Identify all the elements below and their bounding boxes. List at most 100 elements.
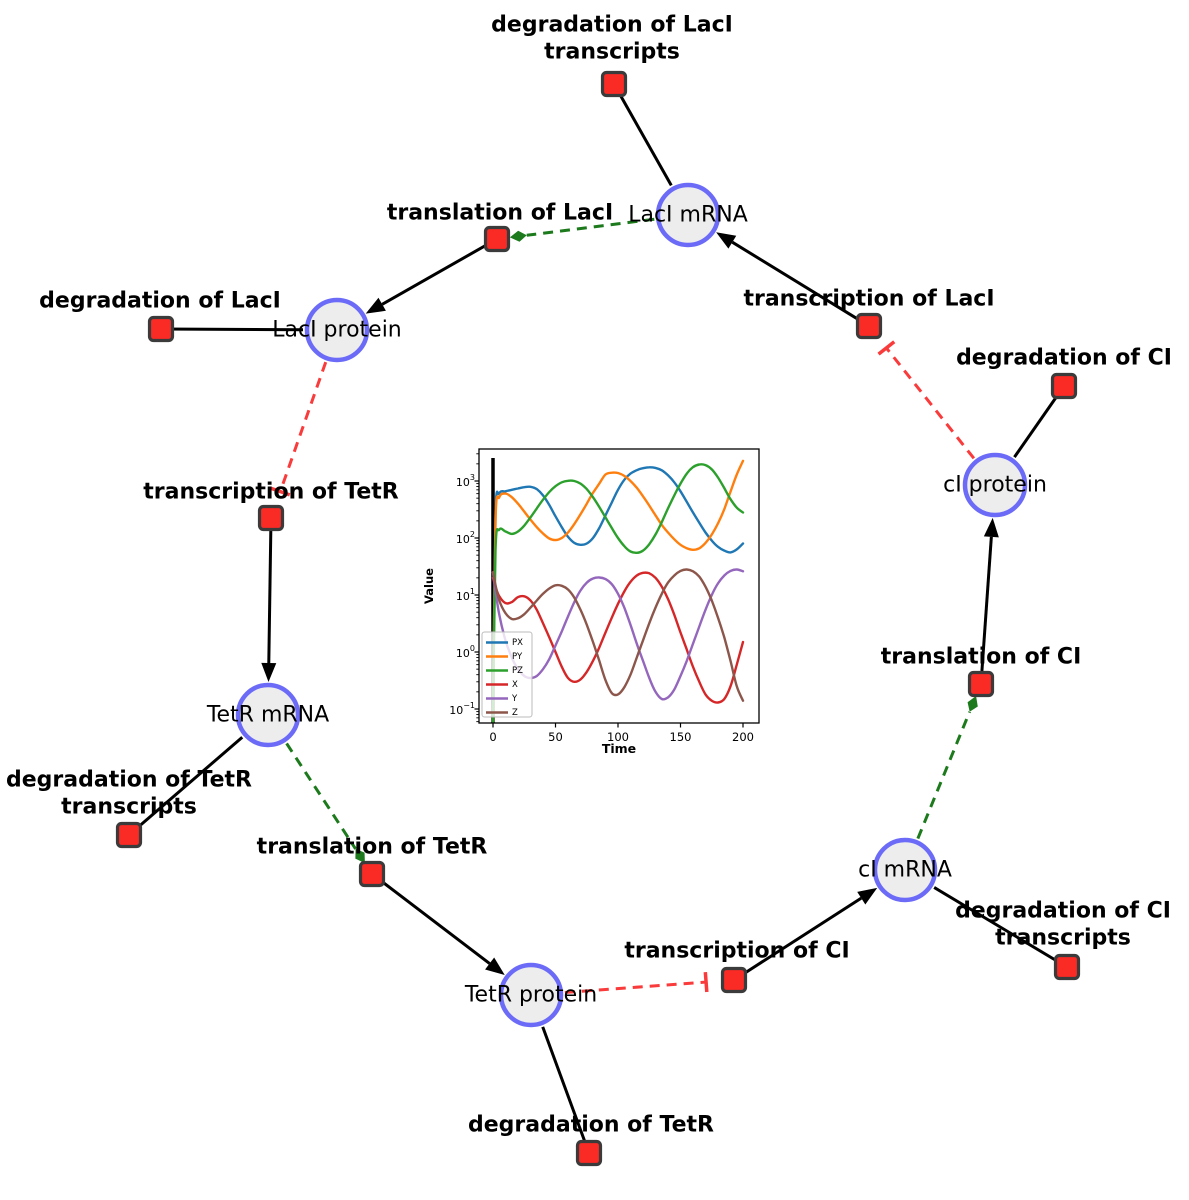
species-label-ci-mrna: cI mRNA xyxy=(858,858,952,883)
reaction-node-deg-tetr-transcripts xyxy=(115,821,143,849)
legend-entry-PY: PY xyxy=(486,652,523,662)
series-PY xyxy=(491,459,745,723)
species-node-ci-mrna xyxy=(872,837,938,903)
arrowhead xyxy=(857,887,878,905)
x-tick-label: 0 xyxy=(489,730,496,744)
reaction-node-transcription-ci xyxy=(720,966,748,994)
species-node-tetr-protein xyxy=(498,962,564,1028)
reactant-edge xyxy=(128,736,244,837)
species-label-ci-protein: cI protein xyxy=(943,473,1047,498)
edge-ci-mrna-translation-ci xyxy=(916,696,978,840)
arrowhead xyxy=(365,297,386,314)
edge-translation-ci-ci-protein xyxy=(980,517,999,672)
edge-translation-laci-laci-protein xyxy=(365,244,487,314)
edge-transcription-tetr-tetr-mrna xyxy=(261,530,277,683)
product-edge xyxy=(731,240,859,321)
product-edge xyxy=(381,244,487,306)
legend-label-PY: PY xyxy=(512,652,523,662)
reaction-node-deg-laci-transcripts xyxy=(600,70,628,98)
legend-label-Y: Y xyxy=(511,694,518,704)
inhibition-tbar xyxy=(703,971,709,993)
series-PZ xyxy=(491,463,745,723)
edge-layer xyxy=(128,83,1068,1154)
reaction-label-transcription-ci: transcription of CI xyxy=(624,939,849,964)
legend-entry-PX: PX xyxy=(486,638,523,648)
legend-entry-PZ: PZ xyxy=(486,666,523,676)
arrowhead xyxy=(485,957,505,976)
legend-entry-Z: Z xyxy=(486,708,518,718)
y-tick-label: 100 xyxy=(456,644,475,660)
species-node-ci-protein xyxy=(962,452,1028,518)
reaction-label-deg-ci: degradation of CI xyxy=(956,346,1172,371)
reaction-label-deg-laci-transcripts-line2: transcripts xyxy=(544,40,680,65)
reaction-label-transcription-tetr: transcription of TetR xyxy=(143,480,399,505)
reactant-edge xyxy=(933,886,1068,969)
x-tick-label: 100 xyxy=(607,730,629,744)
series-PX xyxy=(491,466,745,723)
y-tick-label: 103 xyxy=(456,473,475,489)
edge-laci-mrna-deg-laci-transcripts xyxy=(612,83,673,187)
modifier-edge xyxy=(285,742,357,850)
species-layer xyxy=(235,182,1028,1028)
edge-tetr-protein-transcription-ci xyxy=(564,971,709,994)
reaction-node-deg-ci-transcripts xyxy=(1053,953,1081,981)
legend-label-PX: PX xyxy=(512,638,523,648)
legend-label-X: X xyxy=(512,680,518,690)
species-node-laci-protein xyxy=(304,297,370,363)
reaction-node-deg-tetr xyxy=(575,1139,603,1167)
legend-entry-Y: Y xyxy=(486,694,518,704)
reaction-label-deg-tetr-transcripts-line1: degradation of TetR xyxy=(6,768,252,793)
edge-ci-protein-transcription-laci xyxy=(877,340,976,460)
edge-transcription-laci-laci-mrna xyxy=(716,232,859,321)
reaction-label-deg-ci-transcripts-line1: degradation of CI xyxy=(955,899,1171,924)
product-edge xyxy=(744,896,863,975)
species-label-tetr-mrna: TetR mRNA xyxy=(206,703,329,728)
edge-tetr-mrna-deg-tetr-transcripts xyxy=(128,736,244,837)
edge-laci-protein-transcription-tetr xyxy=(270,361,328,497)
edge-ci-mrna-deg-ci-transcripts xyxy=(933,886,1068,969)
x-tick-label: 50 xyxy=(548,730,563,744)
species-node-tetr-mrna xyxy=(235,682,301,748)
series-Z xyxy=(491,568,745,702)
series-X xyxy=(491,571,745,704)
legend-entry-X: X xyxy=(486,680,518,690)
label-layer: LacI mRNA LacI protein TetR mRNA TetR prote… xyxy=(6,13,1172,1138)
reaction-label-deg-laci-transcripts-line1: degradation of LacI xyxy=(491,13,733,38)
modifier-arrowhead xyxy=(509,230,527,242)
x-tick-label: 150 xyxy=(670,730,692,744)
edge-tetr-protein-deg-tetr xyxy=(541,1026,591,1154)
reactant-edge xyxy=(160,327,304,332)
reaction-node-transcription-laci xyxy=(855,312,883,340)
legend-box xyxy=(481,631,533,718)
product-edge xyxy=(267,530,273,664)
edge-transcription-ci-ci-mrna xyxy=(744,887,878,975)
reaction-node-translation-ci xyxy=(967,670,995,698)
y-tick-label: 102 xyxy=(456,530,475,546)
arrowhead xyxy=(261,662,277,683)
y-axis-label: Value xyxy=(422,568,436,604)
modifier-edge xyxy=(916,711,972,840)
reaction-label-deg-laci: degradation of LacI xyxy=(39,289,281,314)
inset-chart: 0 50 100 150 20010310210110010−1TimeValuePXP… xyxy=(422,448,760,756)
product-edge xyxy=(381,880,491,965)
inhibition-tbar xyxy=(270,486,291,497)
species-label-tetr-protein: TetR protein xyxy=(464,983,597,1008)
reaction-node-transcription-tetr xyxy=(257,504,285,532)
reaction-node-translation-tetr xyxy=(358,860,386,888)
chart-frame xyxy=(478,448,760,724)
x-axis-label: Time xyxy=(602,741,636,756)
inhibition-edge xyxy=(564,980,707,994)
reaction-label-deg-tetr: degradation of TetR xyxy=(468,1113,714,1138)
y-tick-label: 10−1 xyxy=(449,701,475,717)
legend: PX PY PZ XYZ xyxy=(481,631,533,718)
reaction-label-deg-ci-transcripts-line2: transcripts xyxy=(995,926,1131,951)
modifier-arrowhead xyxy=(355,848,365,864)
reaction-label-translation-ci: translation of CI xyxy=(881,645,1082,670)
product-edge xyxy=(980,536,993,672)
species-label-laci-mrna: LacI mRNA xyxy=(628,203,748,228)
species-label-laci-protein: LacI protein xyxy=(272,318,402,343)
reaction-label-transcription-laci: transcription of LacI xyxy=(743,287,994,312)
reaction-node-deg-laci xyxy=(147,315,175,343)
arrowhead xyxy=(716,232,737,249)
